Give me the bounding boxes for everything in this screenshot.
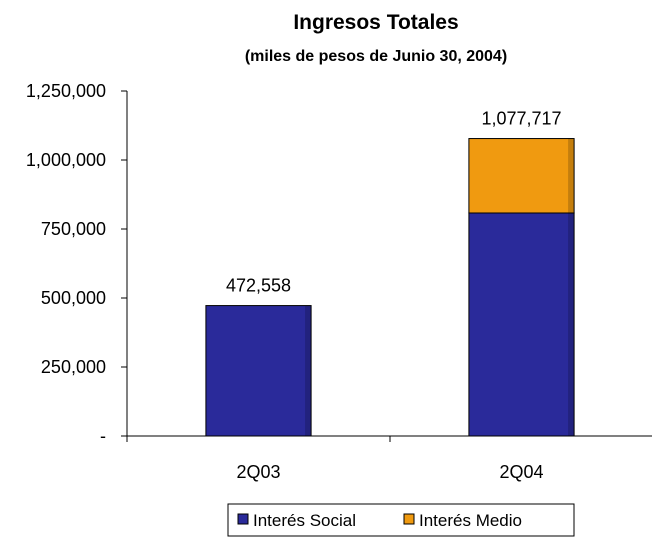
x-tick-label: 2Q04 <box>499 462 543 482</box>
y-tick-label: 500,000 <box>41 288 106 308</box>
bar-segment <box>205 305 312 437</box>
legend-swatch-interes-medio <box>403 513 415 525</box>
bar-shading <box>568 212 575 436</box>
bar-segment <box>468 138 575 214</box>
bar-total-label: 472,558 <box>226 276 291 296</box>
bar-shading <box>568 138 575 213</box>
chart-title: Ingresos Totales <box>293 11 458 34</box>
legend-label-interes-medio: Interés Medio <box>419 511 522 530</box>
x-tick-label: 2Q03 <box>236 462 280 482</box>
legend-frame <box>227 503 575 537</box>
bar-segment <box>468 212 575 437</box>
bar-total-label: 1,077,717 <box>481 109 561 129</box>
data-labels: 472,558 1,077,717 <box>226 109 562 296</box>
bar-shading <box>305 305 312 436</box>
legend-label-interes-social: Interés Social <box>253 511 356 530</box>
y-tick-label: 1,000,000 <box>26 150 106 170</box>
y-tick-label: 1,250,000 <box>26 81 106 101</box>
y-tick-label: 250,000 <box>41 357 106 377</box>
legend: Interés Social Interés Medio <box>227 503 575 537</box>
bars <box>205 138 575 437</box>
axes: - 250,000 500,000 750,000 1,000,000 1,250,000… <box>26 81 652 482</box>
y-tick-label: 750,000 <box>41 219 106 239</box>
legend-swatch-interes-social <box>237 513 249 525</box>
y-tick-label: - <box>100 426 106 446</box>
chart-subtitle: (miles de pesos de Junio 30, 2004) <box>245 48 507 65</box>
